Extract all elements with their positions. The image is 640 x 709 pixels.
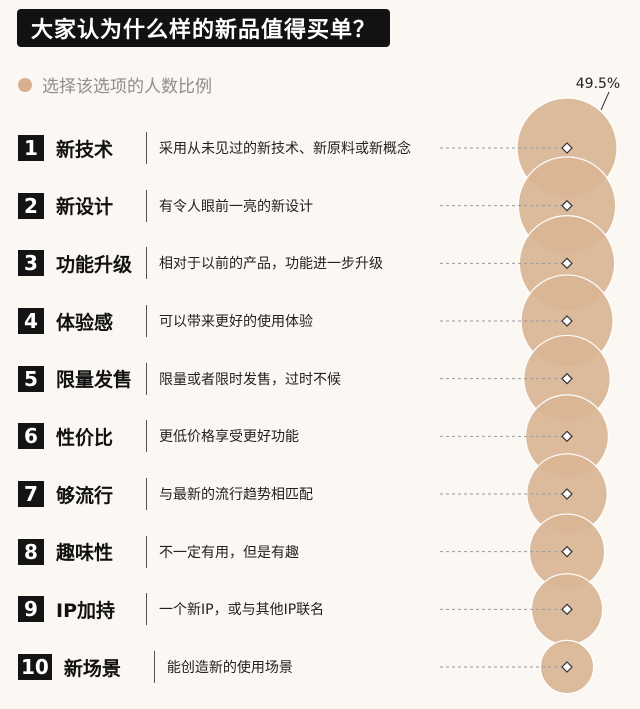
option-label: 趣味性 — [56, 542, 114, 565]
data-point-marker — [561, 315, 573, 327]
option-separator — [153, 651, 155, 683]
option-rank-badge: 3 — [18, 250, 44, 277]
option-description: 有令人眼前一亮的新设计 — [159, 198, 313, 215]
option-label: IP加持 — [56, 599, 115, 622]
option-separator — [146, 305, 147, 337]
option-separator — [146, 247, 147, 280]
data-point-marker — [561, 430, 573, 443]
option-row: 2 新设计 有令人眼前一亮的新设计 — [18, 189, 313, 222]
option-description: 能创造新的使用场景 — [166, 660, 293, 676]
option-row: 7 够流行 与最新的流行趋势相匹配 — [18, 478, 313, 510]
option-rank-badge: 6 — [18, 423, 44, 450]
option-row: 4 体验感 可以带来更好的使用体验 — [18, 305, 313, 337]
data-point-marker — [561, 199, 573, 212]
option-rank-badge: 7 — [18, 481, 44, 507]
data-point-marker — [561, 142, 573, 154]
option-rank-badge: 4 — [18, 308, 44, 334]
option-description: 可以带来更好的使用体验 — [159, 314, 313, 330]
data-point-marker — [561, 661, 573, 673]
option-label: 够流行 — [56, 484, 114, 507]
option-label: 功能升级 — [56, 253, 133, 276]
data-point-marker — [561, 488, 573, 500]
option-row: 3 功能升级 相对于以前的产品，功能进一步升级 — [18, 247, 383, 280]
option-description: 采用从未见过的新技术、新原料或新概念 — [159, 141, 411, 157]
page-title-text: 大家认为什么样的新品值得买单？ — [31, 18, 377, 43]
option-description: 更低价格享受更好功能 — [159, 429, 299, 446]
option-description: 与最新的流行趋势相匹配 — [159, 487, 313, 503]
option-row: 10 新场景 能创造新的使用场景 — [18, 651, 293, 683]
option-separator — [146, 478, 147, 510]
data-point-marker — [561, 545, 573, 558]
option-description: 不一定有用，但是有趣 — [159, 544, 299, 561]
option-label: 限量发售 — [56, 369, 133, 392]
data-point-marker — [561, 372, 573, 385]
page-title: 大家认为什么样的新品值得买单？ — [17, 9, 391, 47]
option-label: 体验感 — [56, 311, 114, 334]
option-separator — [146, 132, 147, 164]
option-row: 9 IP加持 一个新IP，或与其他IP联名 — [18, 593, 325, 626]
option-rank-badge: 1 — [18, 135, 44, 161]
option-rank-badge: 10 — [18, 654, 52, 680]
option-separator — [146, 189, 147, 222]
option-row: 5 限量发售 限量或者限时发售，过时不候 — [18, 362, 341, 395]
option-separator — [146, 535, 147, 568]
option-rank-badge: 9 — [18, 596, 44, 623]
option-description: 限量或者限时发售，过时不候 — [159, 371, 341, 388]
option-row: 8 趣味性 不一定有用，但是有趣 — [18, 535, 299, 568]
option-rank-badge: 5 — [18, 365, 44, 392]
option-rank-badge: 2 — [18, 192, 44, 219]
value-annotation-line — [600, 91, 610, 111]
data-point-marker — [561, 603, 573, 616]
data-point-marker — [561, 257, 573, 270]
option-description: 相对于以前的产品，功能进一步升级 — [159, 256, 383, 273]
option-label: 新设计 — [56, 196, 114, 219]
option-row: 6 性价比 更低价格享受更好功能 — [18, 420, 299, 453]
option-label: 新技术 — [56, 138, 114, 161]
chart-legend: 选择该选项的人数比例 — [18, 72, 212, 97]
legend-label: 选择该选项的人数比例 — [42, 77, 212, 97]
option-separator — [146, 420, 147, 453]
value-label: 49.5% — [576, 76, 620, 92]
option-rank-badge: 8 — [18, 538, 44, 565]
option-label: 新场景 — [63, 657, 121, 680]
legend-swatch — [18, 77, 32, 92]
option-label: 性价比 — [56, 426, 114, 449]
option-description: 一个新IP，或与其他IP联名 — [159, 602, 325, 619]
option-separator — [146, 362, 147, 395]
option-separator — [146, 593, 147, 626]
option-row: 1 新技术 采用从未见过的新技术、新原料或新概念 — [18, 132, 411, 164]
